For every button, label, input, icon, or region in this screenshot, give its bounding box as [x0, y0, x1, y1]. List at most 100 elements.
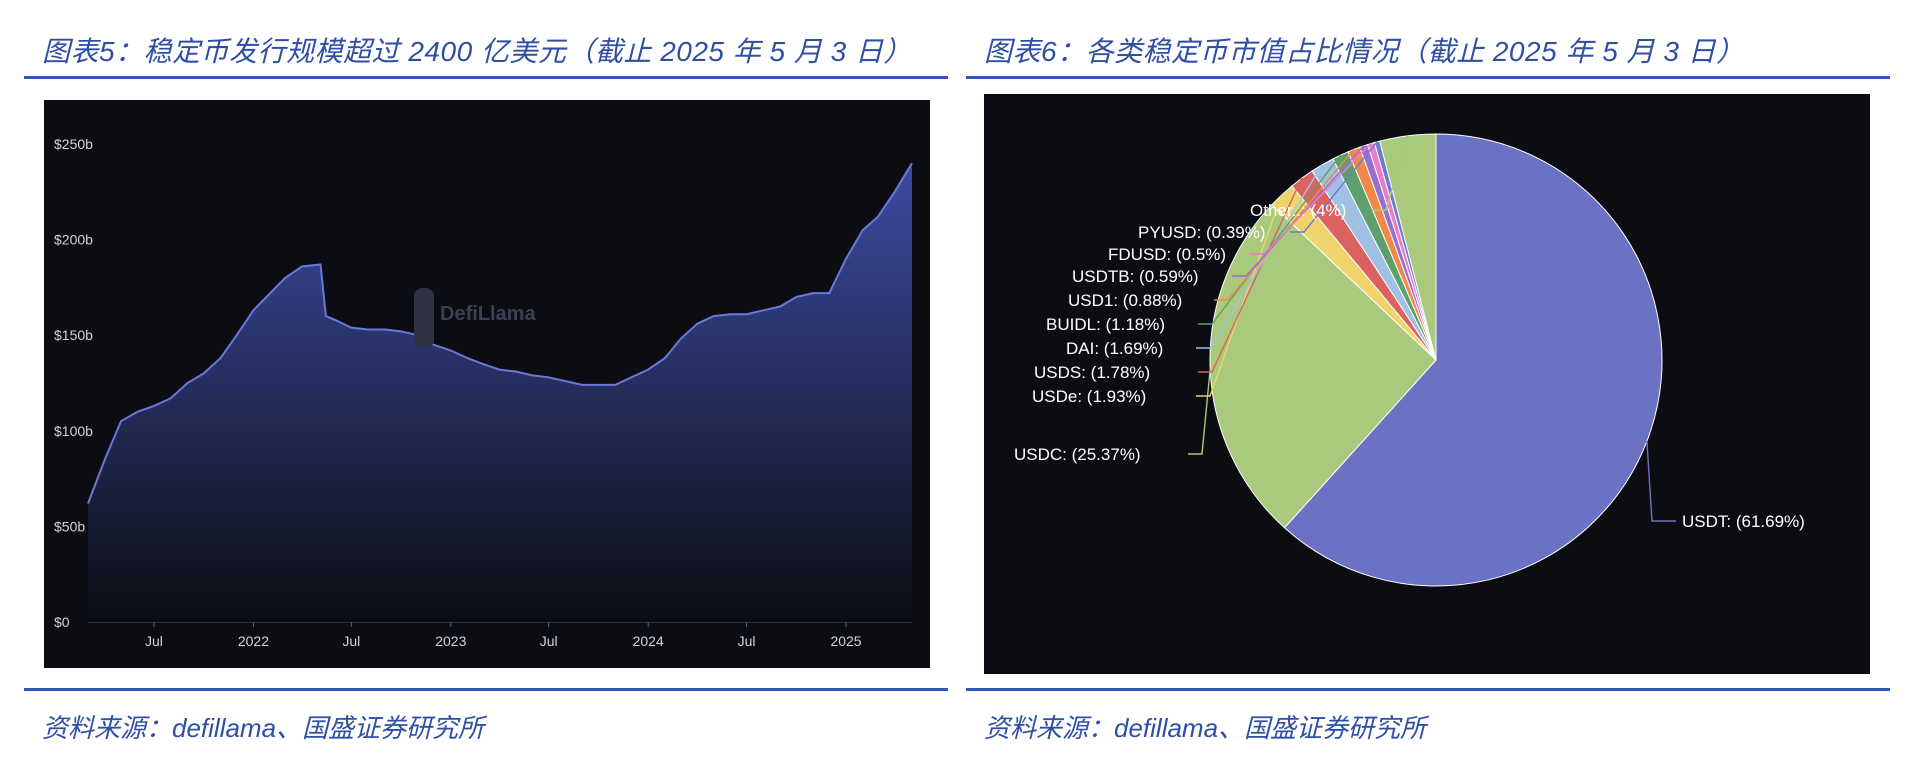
data-point [325, 315, 327, 317]
x-tick-label: 2025 [830, 633, 861, 649]
pie-label: USDS: (1.78%) [1034, 363, 1150, 382]
data-point [450, 350, 452, 352]
pie-leader-line [1196, 164, 1323, 349]
data-point [894, 191, 896, 193]
stablecoin-supply-line [87, 162, 913, 504]
figure6-source: 资料来源：defillama、国盛证券研究所 [984, 713, 1427, 743]
stablecoin-pie-chart-panel: USDT: (61.69%) USDC: (25.37%) USDe: (1.93%… [984, 94, 1870, 674]
data-point [515, 371, 517, 373]
data-point [467, 357, 469, 359]
x-tick-label: 2023 [435, 633, 466, 649]
data-point [680, 338, 682, 340]
data-point [564, 380, 566, 382]
pie-leader-line [1290, 141, 1378, 233]
pie-slice-usdc [1209, 203, 1437, 529]
data-point [548, 376, 550, 378]
data-point [664, 357, 666, 359]
figure6-bottom-rule [966, 688, 1890, 691]
data-point [746, 313, 748, 315]
y-tick-label: $100b [54, 423, 93, 439]
pie-label: USDTB: (0.59%) [1072, 267, 1199, 286]
data-point [630, 376, 632, 378]
data-point [482, 363, 484, 365]
data-point [713, 315, 715, 317]
data-point [367, 329, 369, 331]
pie-leader-line [1232, 145, 1365, 277]
pie-label: USDC: (25.37%) [1014, 445, 1141, 464]
data-point [104, 459, 106, 461]
data-point [729, 313, 731, 315]
pie-leader-line [1198, 177, 1303, 373]
x-tick-label: 2022 [238, 633, 269, 649]
figure5-bottom-rule [24, 688, 948, 691]
data-point [499, 369, 501, 371]
pie-label: USD1: (0.88%) [1068, 291, 1182, 310]
pie-label: DAI: (1.69%) [1066, 339, 1163, 358]
data-point [137, 411, 139, 413]
x-tick-label: 2024 [633, 633, 664, 649]
stablecoin-area-chart-panel: $0 $50b $100b $150b $200b $250b Jul 2022 Jul 2023… [44, 100, 930, 668]
data-point [269, 292, 271, 294]
x-tick-label: Jul [145, 633, 163, 649]
data-point [384, 329, 386, 331]
watermark-text: DefiLlama [440, 303, 536, 325]
data-point [779, 306, 781, 308]
pie-label: PYUSD: (0.39%) [1138, 223, 1266, 242]
x-tick-label: Jul [540, 633, 558, 649]
pie-leader-line [1214, 149, 1355, 301]
data-point [911, 162, 913, 164]
y-tick-label: $0 [54, 614, 70, 630]
pie-label: USDT: (61.69%) [1682, 512, 1805, 531]
data-point [320, 264, 322, 266]
data-point [862, 229, 864, 231]
pie-leader-line [1646, 441, 1676, 522]
data-point [284, 277, 286, 279]
data-point [170, 397, 172, 399]
figure5-source: 资料来源：defillama、国盛证券研究所 [42, 713, 485, 743]
pie-leader-line [1188, 368, 1211, 455]
pie-leader-line [1250, 143, 1372, 255]
figure5-top-rule [24, 76, 948, 79]
pie-label: FDUSD: (0.5%) [1108, 245, 1226, 264]
pie-label: Other..: (4%) [1250, 201, 1346, 220]
data-point [795, 296, 797, 298]
data-point [153, 405, 155, 407]
y-tick-label: $150b [54, 327, 93, 343]
figure5-title: 图表5：稳定币发行规模超过 2400 亿美元（截止 2025 年 5 月 3 日… [42, 36, 913, 67]
data-point [696, 323, 698, 325]
y-tick-label: $50b [54, 518, 85, 534]
pie-leader-line [1372, 135, 1409, 211]
data-point [301, 265, 303, 267]
data-point [597, 384, 599, 386]
data-point [581, 384, 583, 386]
data-point [647, 369, 649, 371]
defillama-logo-icon [414, 288, 434, 348]
data-point [845, 258, 847, 260]
data-point [877, 216, 879, 218]
data-point [187, 382, 189, 384]
x-tick-label: Jul [738, 633, 756, 649]
figure6-top-rule [966, 76, 1890, 79]
data-point [334, 319, 336, 321]
data-point [828, 292, 830, 294]
pie-label: BUIDL: (1.18%) [1046, 315, 1165, 334]
data-point [614, 384, 616, 386]
data-point [350, 327, 352, 329]
data-point [236, 334, 238, 336]
pie-leader-line [1198, 154, 1341, 325]
stablecoin-supply-area [88, 163, 912, 622]
data-point [87, 503, 89, 505]
data-point [762, 309, 764, 311]
data-point [120, 420, 122, 422]
data-point [531, 374, 533, 376]
data-point [400, 330, 402, 332]
y-tick-label: $200b [54, 232, 93, 248]
y-tick-label: $250b [54, 136, 93, 152]
data-point [220, 357, 222, 359]
data-point [433, 344, 435, 346]
pie-label: USDe: (1.93%) [1032, 387, 1146, 406]
stablecoin-area-chart: $0 $50b $100b $150b $200b $250b Jul 2022 Jul 2023… [54, 136, 913, 649]
data-point [812, 292, 814, 294]
figure6-title: 图表6：各类稳定币市值占比情况（截止 2025 年 5 月 3 日） [984, 36, 1745, 67]
data-point [252, 309, 254, 311]
